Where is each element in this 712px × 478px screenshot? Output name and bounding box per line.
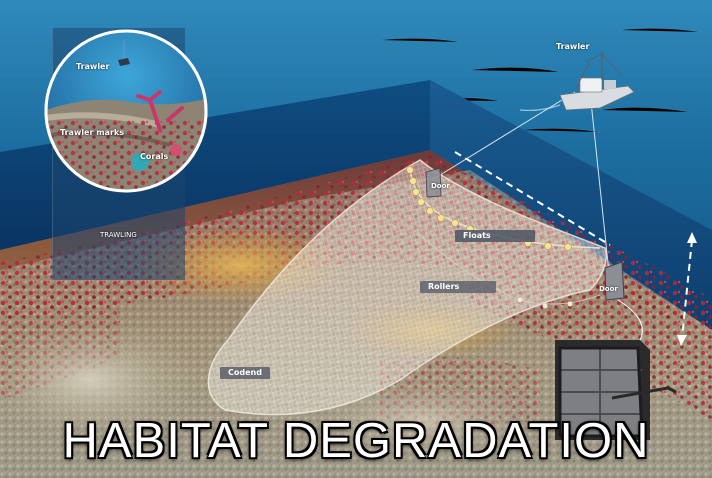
inset-trawler-marks-label: Trawler marks: [60, 128, 124, 137]
floats-tag: Floats: [455, 230, 535, 242]
rollers-tag: Rollers: [420, 281, 496, 293]
inset-corals-label: Corals: [140, 152, 169, 161]
inset-trawler-label: Trawler: [76, 62, 110, 71]
slide-title: HABITAT DEGRADATION: [62, 414, 650, 468]
door-closeup: [555, 299, 677, 440]
trawler-ship: [519, 52, 635, 112]
codend-tag: Codend: [220, 367, 270, 379]
door-top-label: Door: [431, 182, 450, 190]
inset-heading: TRAWLING: [100, 231, 137, 239]
trawler-label: Trawler: [556, 42, 590, 51]
door-right-label: Door: [599, 285, 618, 293]
